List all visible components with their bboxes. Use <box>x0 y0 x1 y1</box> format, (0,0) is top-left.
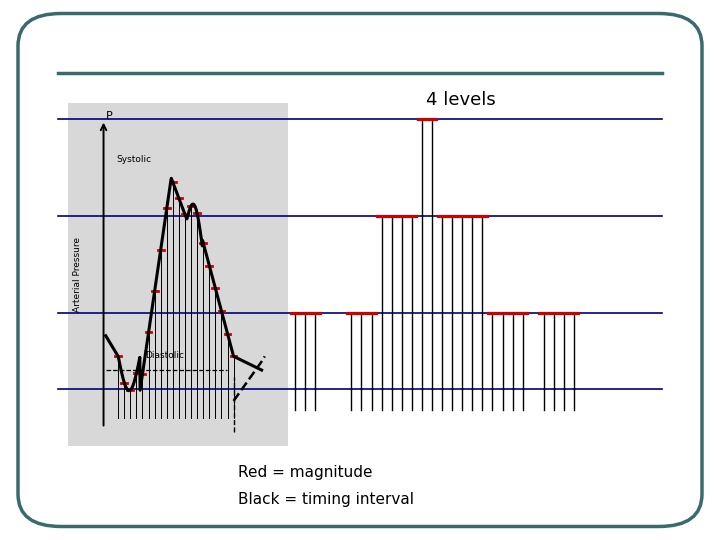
FancyBboxPatch shape <box>18 14 702 526</box>
Bar <box>68 103 288 446</box>
Text: Black = timing interval: Black = timing interval <box>238 492 413 507</box>
Text: P: P <box>106 111 112 122</box>
Text: Systolic: Systolic <box>117 156 152 164</box>
Text: Arterial Pressure: Arterial Pressure <box>73 237 81 312</box>
Text: Red = magnitude: Red = magnitude <box>238 465 372 480</box>
Text: Diastolic: Diastolic <box>145 351 184 360</box>
Text: 4 levels: 4 levels <box>426 91 495 109</box>
